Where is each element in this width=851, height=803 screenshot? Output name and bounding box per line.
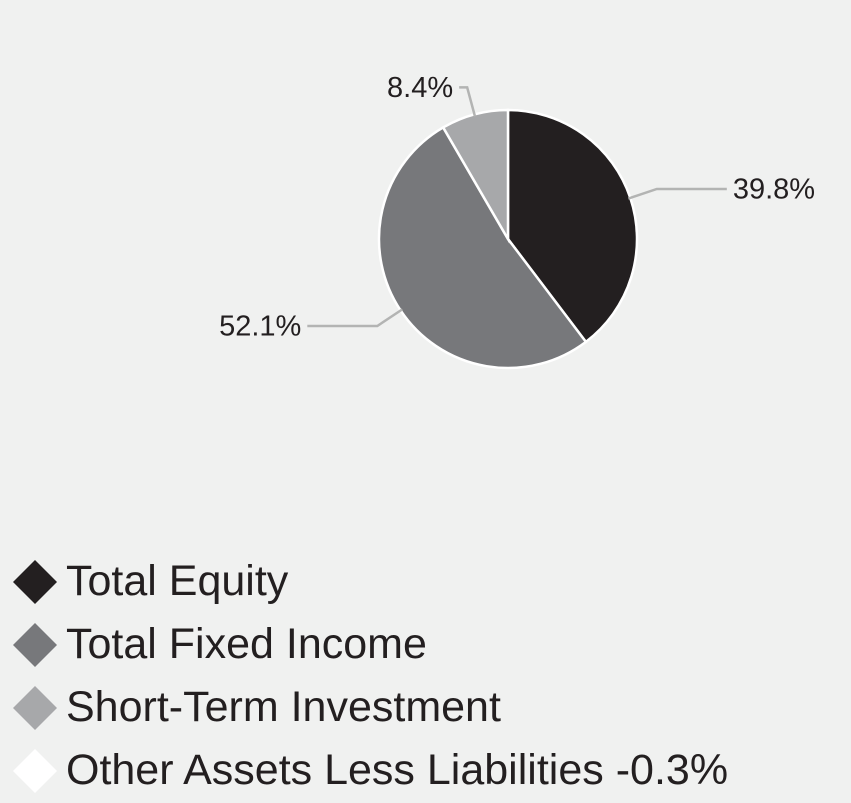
legend-label: Total Fixed Income [66, 620, 427, 668]
leader-line [307, 308, 403, 328]
legend-swatch [13, 686, 57, 730]
data-label: 52.1% [219, 311, 301, 343]
legend-swatch [13, 560, 57, 604]
legend-name: Total Equity [66, 557, 289, 605]
legend-swatch [13, 749, 57, 793]
legend-label: Short-Term Investment [66, 683, 501, 731]
data-label: 39.8% [733, 174, 815, 206]
legend-label: Other Assets Less Liabilities -0.3% [66, 746, 728, 794]
data-label: 8.4% [387, 72, 453, 104]
legend-swatch [13, 623, 57, 667]
leader-line [627, 187, 727, 200]
legend-value: -0.3% [616, 746, 728, 794]
legend-name: Other Assets Less Liabilities [66, 746, 604, 794]
legend-label: Total Equity [66, 557, 289, 605]
legend-name: Short-Term Investment [66, 683, 501, 731]
leader-line [459, 86, 477, 117]
legend-name: Total Fixed Income [66, 620, 427, 668]
